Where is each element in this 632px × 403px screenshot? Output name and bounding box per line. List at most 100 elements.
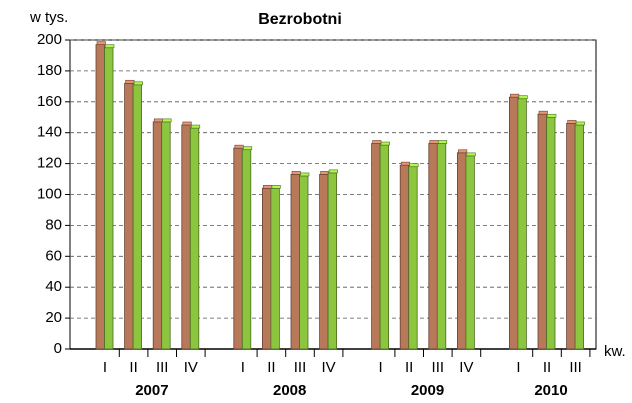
bar-top — [300, 172, 310, 177]
bar-face — [270, 187, 280, 350]
bar-face — [399, 164, 410, 350]
bar — [566, 120, 577, 350]
bar — [517, 95, 528, 350]
bar — [456, 149, 468, 350]
bar-face — [379, 144, 390, 350]
bar-top — [191, 124, 201, 129]
bar — [132, 81, 143, 350]
x-tick-label: III — [156, 359, 169, 376]
bar — [399, 161, 411, 350]
bar-top — [400, 161, 411, 166]
bar-face — [261, 187, 272, 350]
bar — [379, 141, 390, 350]
bar-face — [574, 124, 584, 350]
bar-face — [456, 152, 467, 350]
x-tick-label: I — [103, 359, 107, 376]
bar-face — [241, 149, 252, 350]
bar-face — [408, 166, 418, 350]
bar-top — [409, 163, 419, 167]
bar — [537, 110, 548, 350]
y-tick-label: 60 — [45, 247, 62, 264]
y-tick-label: 180 — [37, 62, 62, 79]
bar — [189, 124, 201, 350]
y-tick-label: 160 — [37, 93, 62, 110]
bar — [428, 140, 439, 350]
bar — [181, 121, 192, 350]
bar-face — [537, 113, 547, 350]
x-tick-label: II — [543, 359, 551, 376]
bar — [104, 44, 115, 350]
bar-top — [263, 185, 273, 189]
bar-top — [125, 79, 135, 84]
y-tick-label: 40 — [45, 278, 62, 295]
y-tick-label: 120 — [37, 155, 62, 172]
bar-top — [328, 169, 338, 174]
bar — [270, 185, 281, 350]
year-label: 2009 — [411, 382, 444, 399]
bar-top — [547, 113, 557, 118]
bar-top — [182, 121, 192, 126]
bar — [371, 140, 382, 350]
bar-top — [105, 44, 115, 49]
x-axis-label: kw. — [604, 343, 626, 360]
chart-title: Bezrobotni — [258, 11, 342, 28]
bar-top — [518, 95, 528, 100]
bar-face — [152, 121, 163, 350]
bar — [327, 169, 338, 350]
bar-top — [466, 152, 476, 157]
x-tick-label: III — [294, 359, 307, 376]
bar-face — [371, 143, 381, 350]
y-tick-label: 100 — [37, 185, 62, 202]
x-tick-label: I — [516, 359, 520, 376]
bar-face — [189, 127, 200, 350]
bar — [299, 172, 310, 350]
x-tick-label: III — [569, 359, 582, 376]
x-tick-label: I — [379, 359, 383, 376]
bar — [95, 41, 106, 350]
bar-top — [567, 120, 577, 124]
bar — [508, 93, 520, 350]
bar-face — [104, 47, 114, 350]
bar-face — [161, 121, 171, 350]
bar-face — [546, 116, 556, 350]
y-tick-label: 140 — [37, 124, 62, 141]
bar-top — [271, 185, 281, 189]
y-tick-label: 20 — [45, 309, 62, 326]
bar — [408, 163, 419, 350]
bar — [574, 121, 585, 350]
bar-top — [234, 144, 244, 149]
year-label: 2010 — [534, 382, 567, 399]
bar — [290, 171, 301, 350]
bar-face — [290, 174, 300, 350]
bar-face — [299, 175, 309, 350]
bar-top — [380, 141, 390, 146]
bar-face — [124, 82, 134, 350]
bar — [152, 118, 163, 350]
bar — [465, 152, 476, 350]
bar-face — [517, 98, 527, 350]
bar-face — [508, 96, 519, 350]
bar — [241, 146, 253, 350]
bar-face — [95, 44, 105, 350]
x-tick-label: II — [405, 359, 413, 376]
bar-top — [153, 118, 163, 123]
bar-top — [437, 140, 448, 144]
bar-top — [538, 110, 548, 115]
bar-face — [428, 143, 438, 350]
x-tick-label: II — [129, 359, 137, 376]
bar-top — [372, 140, 382, 144]
bar-top — [575, 121, 585, 126]
bar-face — [319, 174, 329, 350]
x-tick-label: IV — [459, 359, 473, 376]
y-tick-label: 200 — [37, 31, 62, 48]
y-tick-label: 80 — [45, 216, 62, 233]
bar — [546, 113, 557, 350]
bar-face — [436, 143, 447, 350]
year-label: 2007 — [135, 382, 168, 399]
x-tick-label: II — [267, 359, 275, 376]
bar-face — [233, 147, 243, 350]
bar-top — [510, 93, 520, 98]
bar — [261, 185, 273, 350]
bar-face — [132, 84, 143, 350]
